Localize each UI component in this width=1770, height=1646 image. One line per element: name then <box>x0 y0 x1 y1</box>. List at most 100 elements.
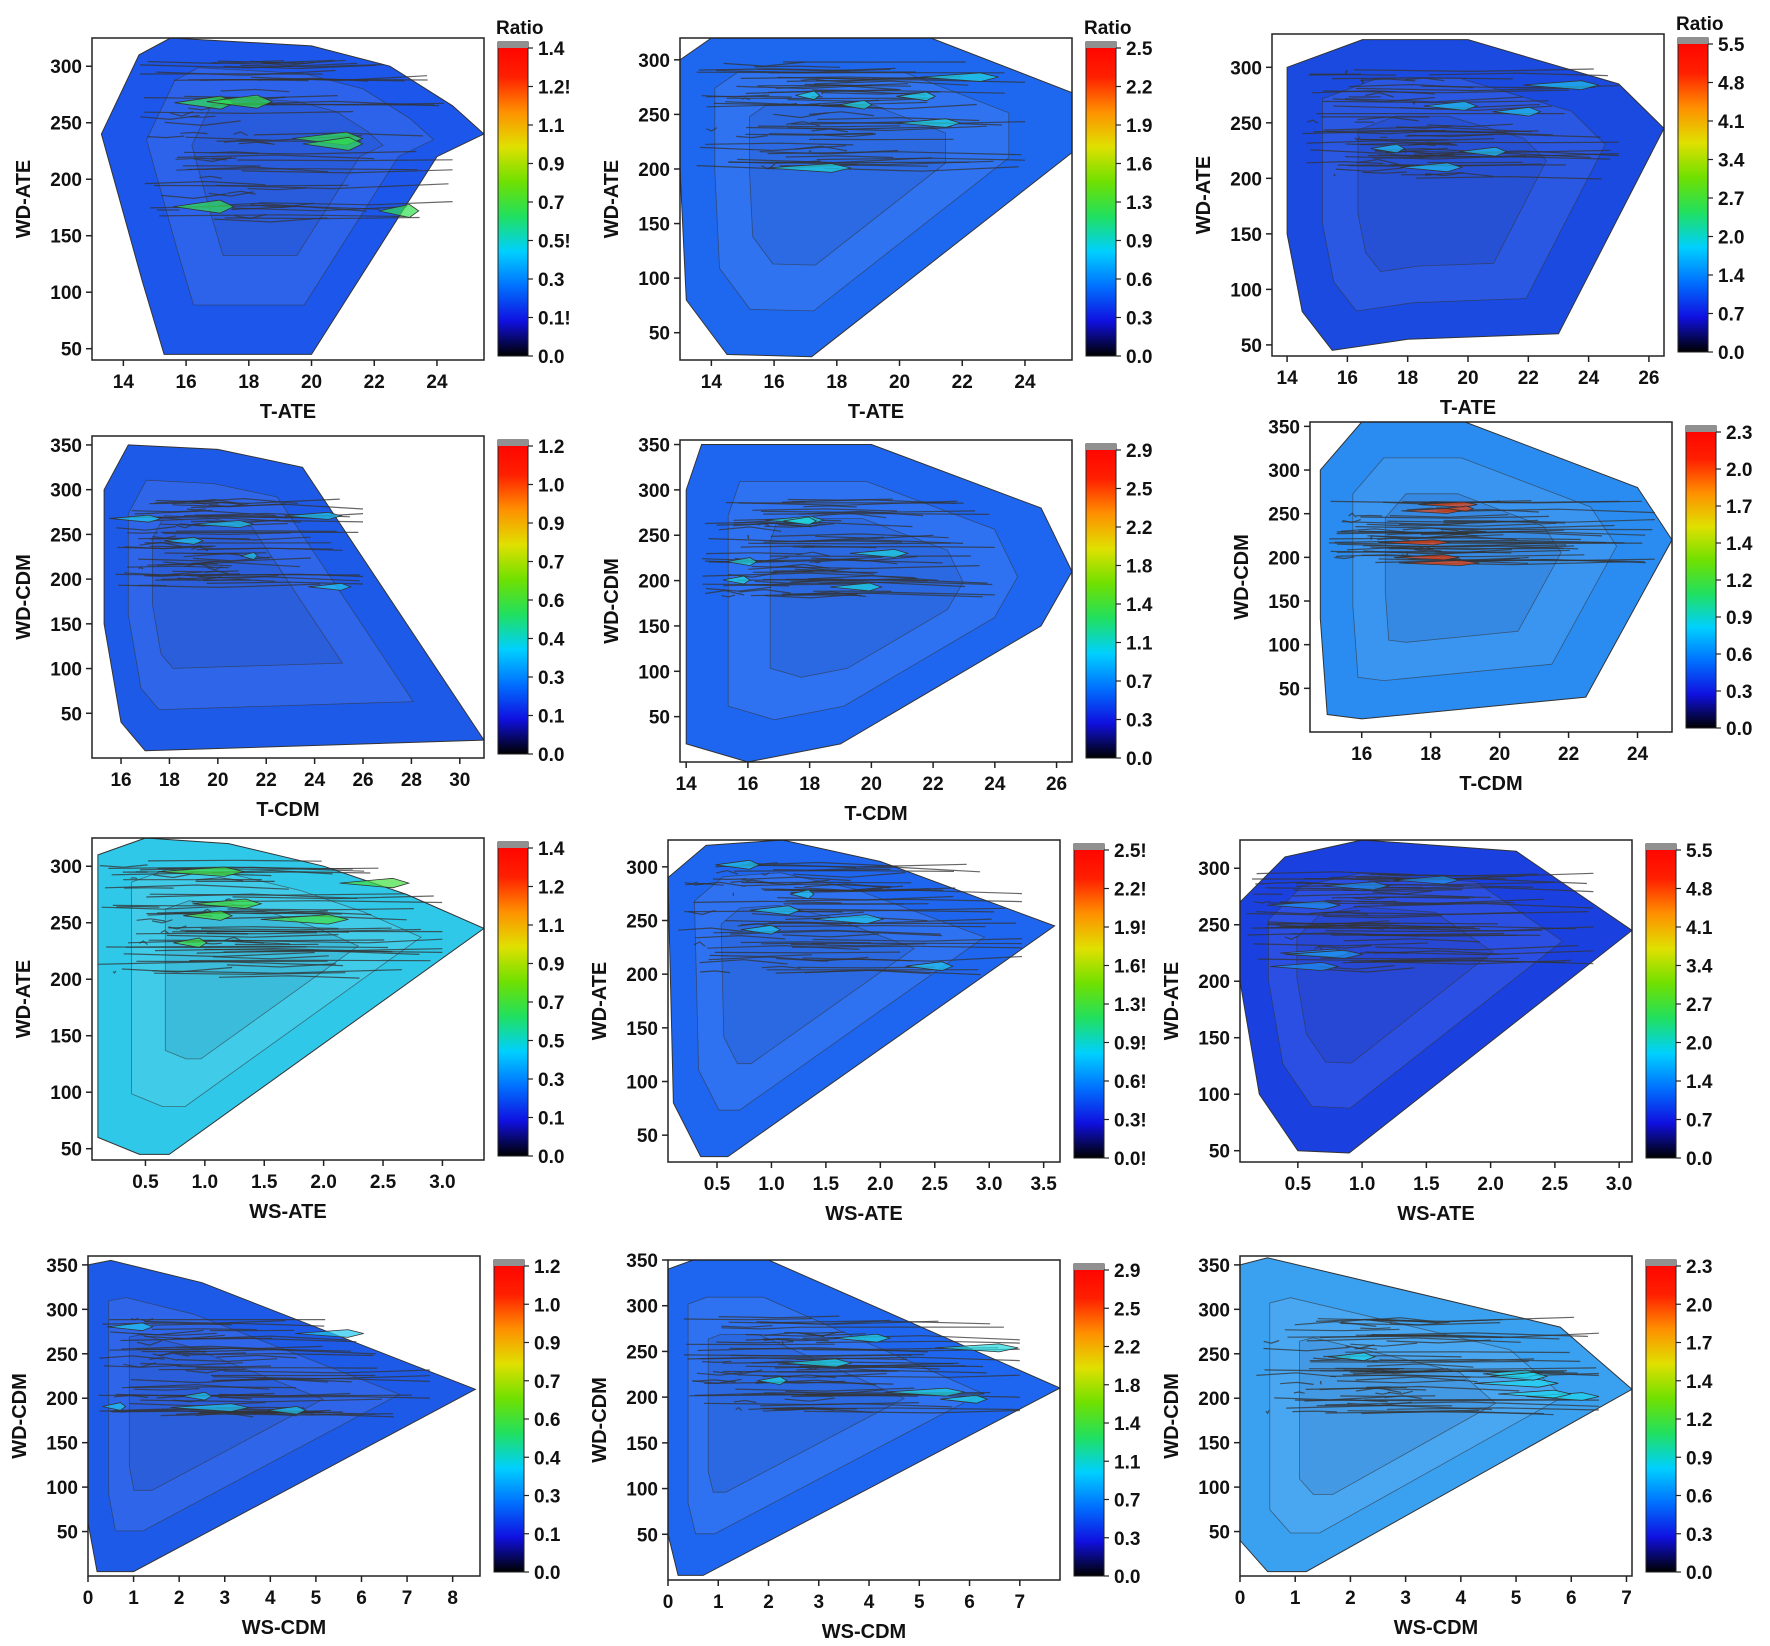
contour-line <box>232 895 434 900</box>
contour-patch <box>192 520 254 529</box>
y-tick-label: 150 <box>1198 1029 1230 1050</box>
contour-patch <box>1492 106 1542 117</box>
contour-patch <box>239 551 259 560</box>
contour-line <box>779 1374 836 1379</box>
x-tick-label: 1.5 <box>1413 1174 1440 1195</box>
contour-line <box>1375 1391 1391 1395</box>
contour-patch <box>1398 559 1480 567</box>
contour-line <box>745 133 876 136</box>
contour-line <box>206 932 318 935</box>
colorbar-tick-label: 4.8 <box>1718 74 1744 95</box>
y-tick-label: 350 <box>50 436 82 457</box>
contour-patch <box>157 866 245 877</box>
contour-line <box>777 887 883 892</box>
y-tick-label: 100 <box>50 660 82 681</box>
x-tick-label: 16 <box>1351 744 1372 765</box>
contour-line <box>161 193 227 200</box>
contour-line <box>144 1320 286 1324</box>
contour-line <box>247 187 307 191</box>
colorbar-tick-label: 1.4 <box>1686 1372 1713 1393</box>
contour-line <box>693 941 706 947</box>
contour-line <box>208 191 254 197</box>
contour-line <box>741 883 893 888</box>
y-axis-label: WD-ATE <box>13 960 35 1039</box>
contour-line <box>1435 556 1529 562</box>
x-tick-label: 2.5 <box>922 1174 949 1195</box>
y-tick-label: 300 <box>50 57 82 78</box>
contour-line <box>223 1369 430 1374</box>
x-tick-label: 0 <box>663 1592 674 1613</box>
colorbar-tick-label: 2.3 <box>1726 423 1752 444</box>
y-tick-label: 250 <box>638 526 670 547</box>
contour-line <box>1371 1318 1503 1323</box>
contour-line <box>712 878 747 881</box>
contour-line <box>1309 1359 1379 1362</box>
x-tick-label: 2.0 <box>1477 1174 1503 1195</box>
contour-line <box>1387 1390 1413 1395</box>
panel-11: 0 1 2 3 4 5 6 7 50 100 150 200 250 300 350 WS-CDM WD-CDM… <box>589 1251 1141 1643</box>
colorbar-tick-label: 2.9 <box>1126 441 1152 462</box>
colorbar-tick-label: 0.7 <box>1114 1491 1140 1512</box>
colorbar-tick-label: 1.3! <box>1114 995 1147 1016</box>
colorbar <box>1645 843 1677 1159</box>
panel-10: 0 1 2 3 4 5 6 7 8 50 100 150 200 250 300 350 WS-CDM WD-CD… <box>9 1255 561 1639</box>
colorbar-tick-label: 1.7 <box>1726 497 1752 518</box>
contour-line <box>162 532 292 536</box>
contour-line <box>1336 542 1554 548</box>
contour-line <box>147 517 301 523</box>
contour-line <box>756 581 966 588</box>
colorbar-cap <box>1074 844 1104 850</box>
contour-line <box>173 78 309 82</box>
plot-frame <box>667 1259 1061 1581</box>
plot-frame <box>91 837 485 1161</box>
contour-patch <box>1423 101 1479 111</box>
contour-line <box>190 519 364 523</box>
colorbar-tick-label: 0.7 <box>538 993 564 1014</box>
contour-patch <box>849 548 910 558</box>
y-axis-label: WD-CDM <box>13 554 35 640</box>
y-tick-label: 250 <box>1268 505 1300 526</box>
x-tick-label: 3.0 <box>429 1172 455 1193</box>
contour-line <box>1340 1322 1501 1326</box>
contour-line <box>709 954 813 958</box>
contour-line <box>140 114 200 121</box>
x-tick-label: 1.5 <box>251 1172 278 1193</box>
contour-line <box>809 558 898 565</box>
y-tick-label: 200 <box>50 570 82 591</box>
contour-line <box>251 75 428 82</box>
contour-line <box>1330 1374 1471 1378</box>
contour-line <box>116 526 176 531</box>
x-tick-label: 1 <box>713 1592 724 1613</box>
colorbar-tick-label: 0.0! <box>1114 1149 1147 1170</box>
panel-6: 16 18 20 22 24 50 100 150 200 250 300 350 T-CDM WD-CD… <box>1231 417 1753 795</box>
colorbar-tick-label: 0.7 <box>534 1372 560 1393</box>
y-tick-label: 250 <box>1198 916 1230 937</box>
contour-line <box>1404 77 1445 82</box>
contour-line <box>809 111 875 117</box>
contour-line <box>797 591 866 598</box>
y-tick-label: 300 <box>1268 461 1300 482</box>
contour-line <box>696 1371 743 1376</box>
contour-line <box>738 1372 887 1378</box>
x-tick-label: 7 <box>1621 1588 1632 1609</box>
x-tick-label: 18 <box>799 774 820 795</box>
contour-line <box>702 1360 732 1364</box>
contour-line <box>144 1334 225 1340</box>
colorbar-tick-label: 1.7 <box>1686 1334 1712 1355</box>
contour-line <box>1306 119 1319 124</box>
contour-line <box>223 64 377 70</box>
contour-line <box>109 1410 136 1413</box>
contour-line <box>231 206 407 212</box>
contour-line <box>175 157 227 161</box>
contour-line <box>784 1331 846 1334</box>
contour-line <box>240 64 384 68</box>
x-tick-label: 1 <box>1290 1588 1301 1609</box>
x-axis-label: T-CDM <box>256 799 319 821</box>
y-tick-label: 100 <box>46 1478 78 1499</box>
contour-line <box>800 78 826 82</box>
contour-line <box>174 909 372 916</box>
colorbar-tick-label: 0.3 <box>538 270 564 291</box>
contour-line <box>102 1322 232 1326</box>
contour-line <box>751 565 980 570</box>
x-tick-label: 7 <box>402 1588 413 1609</box>
